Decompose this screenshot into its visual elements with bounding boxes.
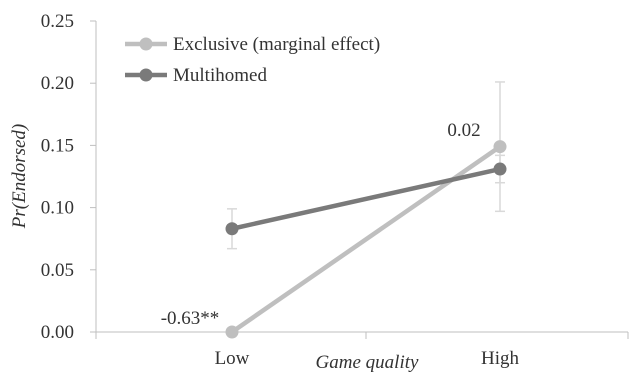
y-tick-label: 0.20 xyxy=(41,73,74,94)
legend-swatch-marker xyxy=(139,68,153,82)
legend-label: Exclusive (marginal effect) xyxy=(173,34,380,55)
y-tick-label: 0.05 xyxy=(41,260,74,281)
y-tick-label: 0.25 xyxy=(41,11,74,32)
x-axis-title: Game quality xyxy=(316,352,419,373)
data-point xyxy=(225,325,239,339)
error-bars xyxy=(227,81,505,250)
x-tick-label: Low xyxy=(215,348,250,369)
legend-label: Multihomed xyxy=(173,65,267,86)
data-point xyxy=(493,140,507,154)
data-point xyxy=(493,162,507,176)
y-tick-label: 0.10 xyxy=(41,198,74,219)
legend: Exclusive (marginal effect) Multihomed xyxy=(125,34,380,86)
data-labels: -0.63** 0.02 xyxy=(161,120,481,329)
data-points xyxy=(225,140,507,339)
data-label: 0.02 xyxy=(447,120,480,141)
series-line xyxy=(229,166,503,231)
axes: 0.00 0.05 0.10 0.15 0.20 0.25 Low High xyxy=(41,11,629,369)
data-label: -0.63** xyxy=(161,308,220,329)
series-line xyxy=(229,144,503,335)
legend-swatch-marker xyxy=(139,37,153,51)
y-tick-label: 0.15 xyxy=(41,135,74,156)
y-axis-title: Pr(Endorsed) xyxy=(9,124,30,229)
y-tick-label: 0.00 xyxy=(41,322,74,343)
x-tick-label: High xyxy=(481,348,520,369)
data-point xyxy=(225,222,239,236)
series-lines xyxy=(229,144,503,335)
